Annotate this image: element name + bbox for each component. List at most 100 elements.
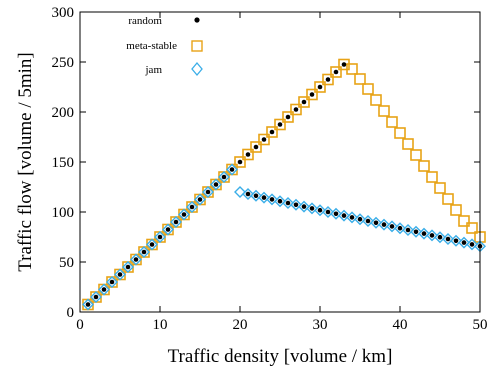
random-point: [381, 222, 387, 227]
jam-point: [362, 215, 374, 227]
meta-stable-point: [234, 156, 246, 168]
legend-label-random: random: [128, 15, 162, 27]
random-point: [189, 204, 195, 210]
random-point: [357, 216, 363, 222]
jam-point: [410, 225, 422, 238]
x-tick-label: 50: [473, 317, 488, 333]
meta-stable-point: [258, 133, 270, 146]
jam-point: [314, 204, 326, 217]
random-point: [285, 114, 291, 120]
jam-point: [242, 188, 254, 200]
random-point: [117, 272, 123, 277]
jam-point: [234, 186, 246, 198]
meta-stable-point: [298, 96, 310, 108]
legend: random meta-stable jam: [126, 15, 203, 77]
random-point: [373, 220, 379, 226]
jam-point: [298, 200, 310, 213]
jam-point: [82, 298, 94, 311]
jam-point: [106, 276, 118, 288]
random-point: [309, 206, 315, 211]
meta-stable-point: [330, 66, 342, 78]
meta-stable-point: [274, 118, 286, 131]
jam-point: [210, 178, 222, 191]
meta-stable-point: [466, 222, 478, 234]
random-point: [149, 242, 155, 247]
jam-point: [122, 261, 134, 273]
x-tick-label: 40: [393, 317, 408, 333]
jam-point: [154, 231, 166, 243]
x-axis-label: Traffic density [volume / km]: [168, 346, 393, 367]
random-point: [221, 174, 227, 180]
jam-point: [194, 193, 206, 206]
random-point: [85, 302, 91, 307]
random-point: [253, 193, 259, 199]
legend-entry-random: random: [128, 15, 200, 27]
points-layer: [82, 58, 486, 311]
random-point: [101, 287, 107, 292]
random-point: [301, 204, 307, 209]
random-point: [413, 229, 419, 235]
random-point: [333, 69, 339, 75]
random-point: [173, 219, 179, 225]
jam-point: [178, 208, 190, 221]
random-point: [165, 227, 171, 232]
random-point: [93, 294, 99, 300]
random-point: [197, 197, 203, 202]
random-point: [245, 191, 251, 197]
jam-point: [202, 186, 214, 198]
meta-stable-point: [322, 73, 334, 86]
meta-stable-point: [306, 88, 318, 101]
jam-point: [138, 246, 150, 258]
random-point: [109, 279, 115, 285]
y-tick-label: 250: [52, 55, 75, 71]
random-point: [285, 200, 291, 206]
jam-point: [306, 202, 318, 215]
x-tick-label: 0: [76, 317, 84, 333]
series-meta-stable: [82, 58, 486, 311]
meta-stable-point: [418, 160, 430, 172]
meta-stable-point: [450, 204, 462, 216]
jam-point: [170, 216, 182, 228]
y-tick-label: 150: [52, 155, 75, 171]
random-point: [181, 212, 187, 217]
random-point: [389, 224, 395, 229]
meta-stable-point: [386, 116, 398, 128]
jam-point: [402, 224, 414, 236]
random-point: [405, 227, 411, 233]
y-tick-label: 100: [52, 205, 75, 221]
random-point: [333, 211, 339, 217]
random-point: [317, 207, 323, 213]
meta-stable-point: [290, 103, 302, 116]
random-point: [397, 225, 403, 231]
meta-stable-point: [242, 148, 254, 161]
meta-stable-point: [314, 81, 326, 93]
random-point: [301, 99, 307, 105]
random-point: [421, 231, 427, 236]
jam-point: [386, 220, 398, 233]
jam-point: [90, 291, 102, 303]
random-point: [261, 137, 267, 142]
jam-point: [370, 216, 382, 229]
jam-point: [266, 193, 278, 206]
jam-point: [354, 213, 366, 226]
jam-point: [426, 229, 438, 242]
y-tick-label: 0: [67, 305, 75, 321]
jam-point: [458, 236, 470, 249]
random-point: [205, 189, 211, 195]
legend-marker-random: [194, 17, 200, 23]
random-point: [253, 144, 259, 150]
jam-point: [466, 238, 478, 251]
random-point: [437, 234, 443, 240]
meta-stable-point: [362, 83, 374, 95]
meta-stable-point: [354, 73, 366, 85]
legend-marker-meta-stable: [191, 40, 203, 52]
jam-point: [282, 197, 294, 209]
jam-point: [226, 163, 238, 176]
random-point: [213, 182, 219, 187]
jam-point: [330, 207, 342, 220]
y-tick-label: 300: [52, 5, 75, 21]
x-tick-label: 10: [153, 317, 168, 333]
random-point: [293, 107, 299, 112]
meta-stable-point: [282, 111, 294, 123]
x-tick-label: 20: [233, 317, 248, 333]
